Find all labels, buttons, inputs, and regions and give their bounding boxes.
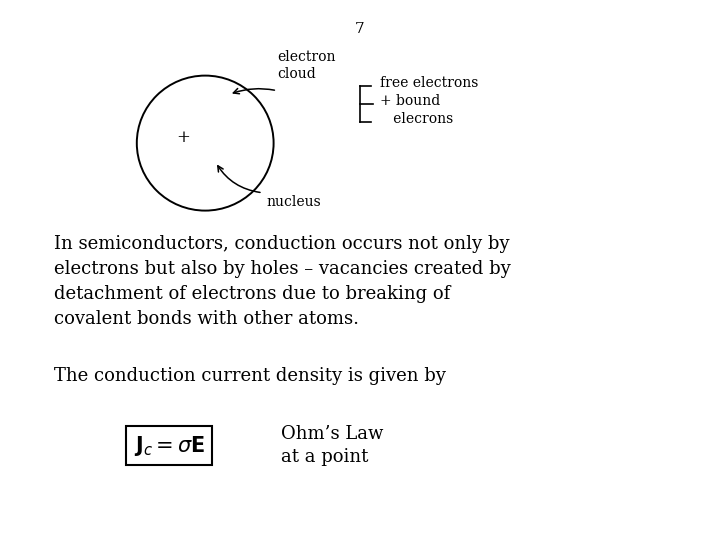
Text: $\mathbf{J}_c = \sigma\mathbf{E}$: $\mathbf{J}_c = \sigma\mathbf{E}$ — [133, 434, 205, 457]
Text: free electrons
+ bound
   elecrons: free electrons + bound elecrons — [380, 76, 479, 126]
Text: 7: 7 — [355, 22, 365, 36]
Text: +: + — [176, 129, 191, 146]
Text: nucleus: nucleus — [266, 195, 321, 210]
Text: Ohm’s Law
at a point: Ohm’s Law at a point — [281, 424, 383, 467]
Text: The conduction current density is given by: The conduction current density is given … — [54, 367, 446, 385]
Text: electron
cloud: electron cloud — [277, 50, 336, 81]
Text: In semiconductors, conduction occurs not only by
electrons but also by holes – v: In semiconductors, conduction occurs not… — [54, 235, 510, 328]
